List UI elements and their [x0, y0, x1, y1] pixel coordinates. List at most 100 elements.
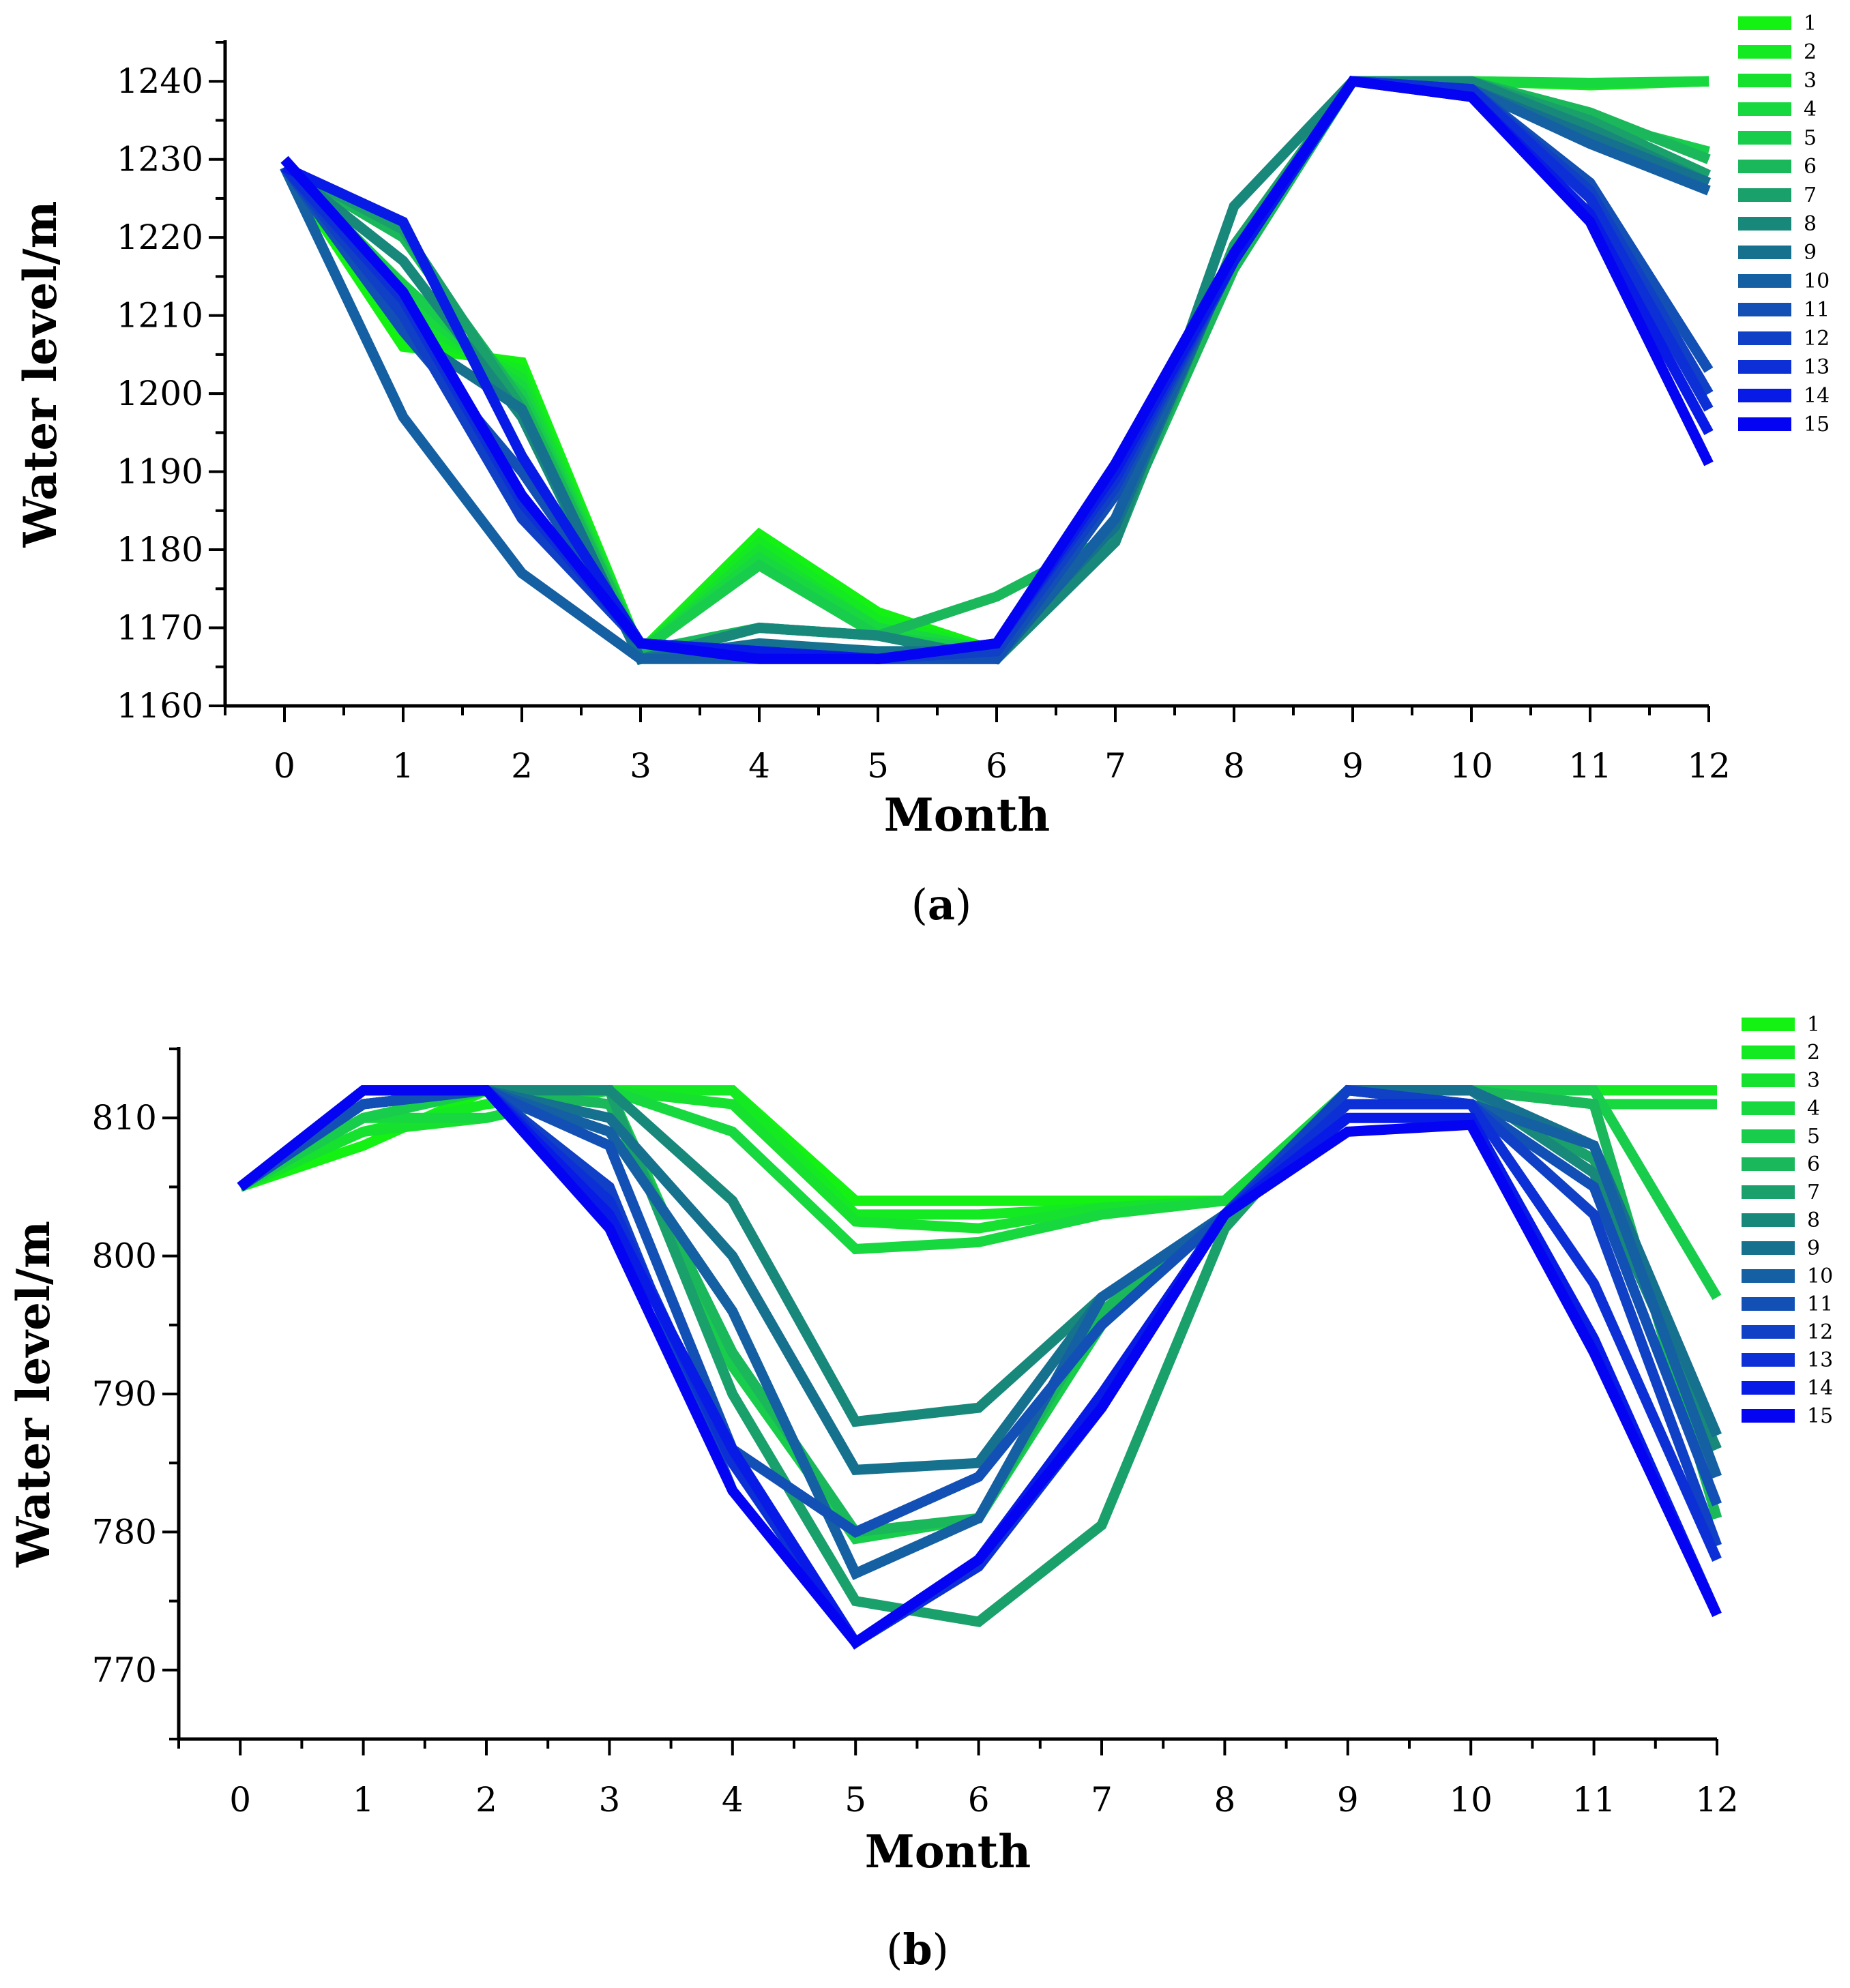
- x-tick-label: 6: [968, 1780, 990, 1820]
- panel-label-letter: a: [928, 880, 955, 930]
- legend-label-15: 15: [1807, 1404, 1833, 1428]
- legend-label-8: 8: [1807, 1208, 1820, 1232]
- y-tick-label: 1180: [117, 530, 203, 569]
- legend-swatch-6: [1738, 160, 1791, 173]
- series-line-15: [237, 1085, 1722, 1650]
- y-tick-label: 790: [92, 1374, 157, 1414]
- legend-swatch-4: [1742, 1101, 1795, 1115]
- x-tick-label: 3: [630, 746, 651, 786]
- x-tick-label: 0: [229, 1780, 251, 1820]
- x-tick-label: 1: [392, 746, 414, 786]
- legend-swatch-6: [1742, 1157, 1795, 1171]
- legend-swatch-15: [1742, 1409, 1795, 1423]
- legend-label-9: 9: [1807, 1236, 1820, 1260]
- legend-label-11: 11: [1804, 298, 1830, 322]
- legend-label-14: 14: [1804, 384, 1830, 408]
- y-tick-label: 1230: [117, 140, 203, 179]
- x-tick-label: 11: [1568, 746, 1612, 786]
- x-tick-label: 5: [867, 746, 889, 786]
- series-line-7: [282, 76, 1712, 666]
- legend-swatch-8: [1742, 1213, 1795, 1227]
- legend-label-2: 2: [1804, 40, 1817, 64]
- legend-swatch-12: [1738, 331, 1791, 345]
- legend-swatch-3: [1742, 1073, 1795, 1087]
- panel-label-close: ): [955, 880, 971, 930]
- x-tick-label: 9: [1337, 1780, 1359, 1820]
- panel-label-letter: b: [902, 1925, 932, 1974]
- legend-swatch-9: [1738, 246, 1791, 259]
- y-tick-label: 1190: [117, 452, 203, 492]
- x-axis-title: Month: [865, 1825, 1031, 1878]
- series-line-15: [280, 76, 1714, 664]
- x-tick-label: 0: [274, 746, 295, 786]
- x-axis-title: Month: [884, 788, 1051, 842]
- legend-swatch-7: [1742, 1185, 1795, 1199]
- x-tick-label: 12: [1695, 1780, 1739, 1820]
- y-tick-label: 800: [92, 1236, 157, 1276]
- legend-label-3: 3: [1804, 69, 1817, 93]
- legend-swatch-1: [1742, 1018, 1795, 1031]
- y-tick-label: 1160: [117, 686, 203, 726]
- y-tick-label: 1210: [117, 296, 203, 336]
- panel-label-open: (: [911, 880, 928, 930]
- y-tick-label: 1220: [117, 218, 203, 257]
- legend-label-13: 13: [1804, 355, 1830, 379]
- legend-swatch-2: [1742, 1045, 1795, 1059]
- legend-label-8: 8: [1804, 212, 1817, 236]
- legend-swatch-9: [1742, 1241, 1795, 1255]
- legend-label-5: 5: [1804, 126, 1817, 150]
- x-tick-label: 1: [353, 1780, 375, 1820]
- y-axis-title: Water level/m: [14, 201, 67, 548]
- y-axis-title: Water level/m: [7, 1221, 60, 1568]
- legend-label-4: 4: [1804, 98, 1817, 121]
- legend-label-10: 10: [1804, 269, 1830, 293]
- legend-swatch-11: [1742, 1297, 1795, 1311]
- legend-label-6: 6: [1804, 155, 1817, 179]
- y-tick-label: 1200: [117, 374, 203, 413]
- legend-swatch-2: [1738, 45, 1791, 59]
- x-tick-label: 7: [1091, 1780, 1113, 1820]
- legend-label-14: 14: [1807, 1376, 1833, 1400]
- x-tick-label: 6: [986, 746, 1008, 786]
- legend-swatch-10: [1738, 274, 1791, 288]
- legend-label-5: 5: [1807, 1125, 1820, 1148]
- panel-label: (b): [886, 1925, 949, 1974]
- legend-label-12: 12: [1804, 327, 1830, 351]
- legend-swatch-14: [1742, 1381, 1795, 1395]
- y-tick-label: 780: [92, 1512, 157, 1552]
- legend-label-13: 13: [1807, 1348, 1833, 1372]
- y-tick-label: 1170: [117, 608, 203, 648]
- axes: 1160 1170 1180 1190 1200 1210 1220 1230 1240 0 1 2 3…: [117, 40, 1731, 786]
- legend-label-15: 15: [1804, 413, 1830, 436]
- legend-swatch-11: [1738, 303, 1791, 316]
- legend-swatch-5: [1742, 1129, 1795, 1143]
- x-tick-label: 8: [1223, 746, 1245, 786]
- x-tick-label: 2: [475, 1780, 497, 1820]
- legend-label-10: 10: [1807, 1264, 1833, 1288]
- y-tick-label: 770: [92, 1650, 157, 1690]
- legend-label-1: 1: [1804, 12, 1817, 35]
- x-tick-label: 10: [1449, 1780, 1493, 1820]
- legend-swatch-14: [1738, 389, 1791, 402]
- legend-label-9: 9: [1804, 241, 1817, 265]
- x-tick-label: 4: [748, 746, 770, 786]
- x-tick-label: 3: [598, 1780, 620, 1820]
- y-tick-label: 1240: [117, 61, 203, 101]
- panel-label: (a): [911, 880, 972, 930]
- legend-swatch-7: [1738, 188, 1791, 202]
- legend-swatch-15: [1738, 417, 1791, 431]
- legend-swatch-13: [1742, 1353, 1795, 1367]
- legend-swatch-4: [1738, 102, 1791, 116]
- series-lines: [237, 1084, 1722, 1650]
- legend-swatch-10: [1742, 1269, 1795, 1283]
- legend-label-1: 1: [1807, 1013, 1820, 1037]
- legend-label-12: 12: [1807, 1320, 1833, 1344]
- x-tick-label: 2: [511, 746, 533, 786]
- legend-label-2: 2: [1807, 1041, 1820, 1065]
- legend-label-7: 7: [1807, 1181, 1820, 1204]
- x-tick-label: 11: [1572, 1780, 1616, 1820]
- legend-swatch-12: [1742, 1325, 1795, 1339]
